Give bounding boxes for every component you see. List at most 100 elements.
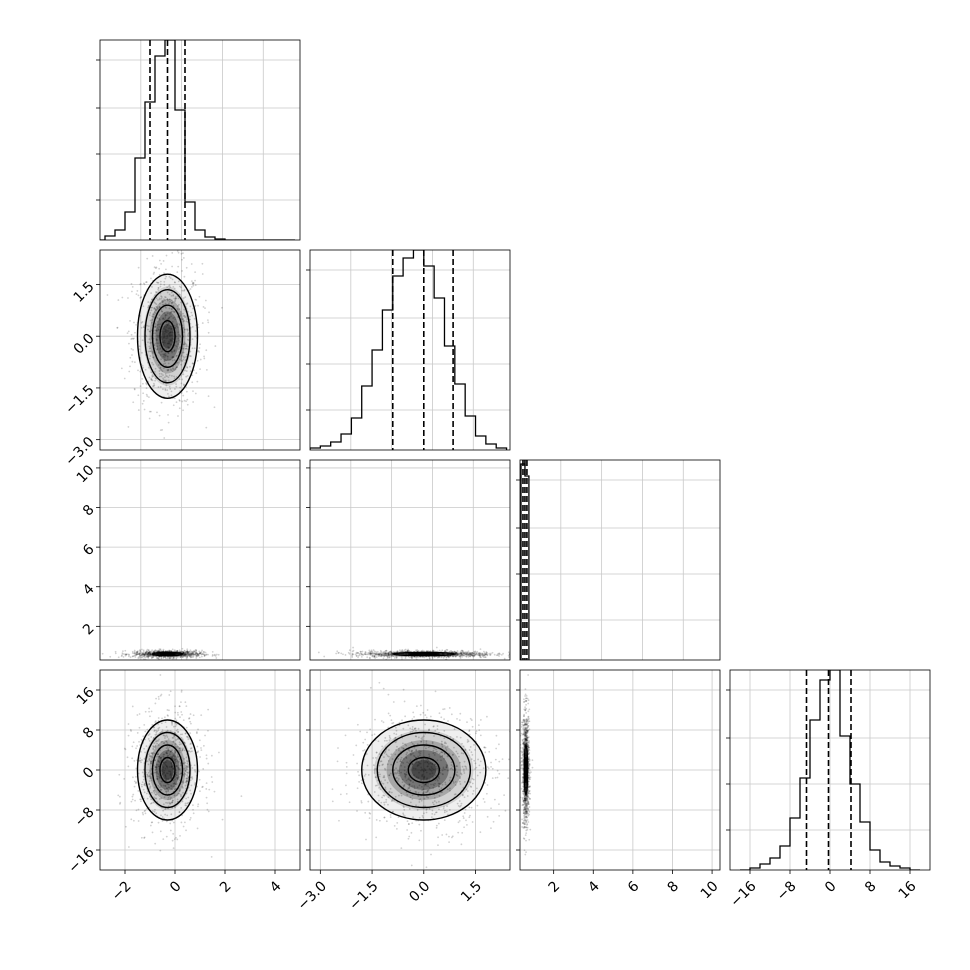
sample-point [368, 649, 371, 652]
sample-point [152, 656, 155, 659]
sample-point [182, 320, 185, 323]
sample-point [121, 654, 123, 657]
sample-point [187, 653, 190, 656]
sample-point [150, 760, 152, 763]
sample-point [148, 707, 151, 710]
sample-point [459, 654, 462, 657]
sample-point [464, 748, 467, 751]
sample-point [186, 650, 189, 653]
sample-point [140, 750, 142, 753]
sample-point [453, 728, 456, 731]
x-tick-label: 4 [267, 878, 285, 896]
sample-point [464, 651, 467, 654]
sample-point [200, 650, 203, 653]
sample-point [432, 725, 435, 727]
sample-point [126, 756, 129, 759]
sample-point [187, 796, 190, 799]
sample-point [432, 650, 435, 652]
sample-point [481, 653, 484, 656]
sample-point [380, 801, 383, 804]
sample-point [207, 395, 210, 398]
sample-point [129, 365, 131, 368]
sample-point [154, 702, 157, 705]
sample-point [171, 788, 173, 790]
sample-point [176, 649, 179, 652]
sample-point [195, 657, 198, 659]
sample-point [167, 368, 170, 371]
sample-point [150, 298, 153, 301]
sample-point [459, 655, 461, 657]
sample-point [462, 650, 465, 653]
sample-point [523, 743, 526, 746]
sample-point [190, 263, 193, 265]
sample-point [195, 652, 198, 655]
sample-point [141, 785, 143, 788]
sample-point [177, 731, 179, 733]
sample-point [417, 649, 420, 652]
sample-point [169, 277, 172, 279]
sample-point [434, 763, 436, 766]
sample-point [403, 773, 406, 776]
sample-point [157, 336, 160, 338]
sample-point [184, 749, 186, 752]
sample-point [155, 766, 158, 769]
sample-point [139, 649, 141, 652]
sample-point [425, 795, 428, 798]
sample-point [524, 797, 526, 800]
sample-point [491, 767, 494, 770]
sample-point [382, 763, 384, 766]
sample-point [403, 808, 406, 811]
sample-point [189, 779, 192, 782]
sample-point [468, 654, 470, 656]
y-tick-label: 8 [80, 502, 98, 520]
sample-point [149, 754, 151, 757]
panel-r3-c2: 2 4 6 8 10 [516, 669, 722, 902]
sample-point [177, 766, 180, 769]
sample-point [444, 783, 447, 786]
sample-point [147, 328, 149, 331]
sample-point [331, 788, 334, 791]
sample-point [165, 758, 168, 761]
sample-point [471, 821, 474, 823]
sample-point [203, 651, 205, 654]
sample-point [159, 788, 162, 791]
sample-point [388, 774, 391, 776]
sample-point [401, 746, 403, 749]
sample-point [454, 784, 457, 786]
sample-point [140, 654, 143, 657]
sample-point [184, 742, 186, 745]
sample-point [367, 800, 370, 803]
sample-point [498, 814, 501, 817]
sample-point [486, 815, 489, 818]
sample-point [382, 687, 385, 690]
sample-point [181, 270, 183, 272]
sample-point [386, 657, 389, 659]
sample-point [177, 778, 179, 781]
sample-point [146, 773, 148, 776]
sample-point [191, 362, 194, 365]
sample-point [441, 754, 444, 757]
sample-point [158, 765, 160, 768]
sample-point [162, 377, 164, 380]
sample-point [199, 652, 202, 654]
sample-point [420, 766, 423, 769]
sample-point [471, 654, 474, 657]
sample-point [176, 361, 179, 364]
sample-point [447, 655, 450, 658]
sample-point [459, 712, 462, 715]
sample-point [152, 385, 155, 387]
sample-point [165, 820, 168, 823]
sample-point [177, 297, 180, 300]
sample-point [435, 750, 438, 753]
sample-point [148, 314, 151, 317]
sample-point [173, 310, 176, 313]
sample-point [178, 789, 181, 791]
sample-point [164, 388, 167, 391]
sample-point [417, 727, 420, 730]
sample-point [404, 657, 407, 660]
sample-point [182, 655, 185, 658]
sample-point [191, 654, 194, 657]
sample-point [431, 656, 434, 658]
sample-point [172, 753, 175, 756]
sample-point [169, 690, 172, 693]
